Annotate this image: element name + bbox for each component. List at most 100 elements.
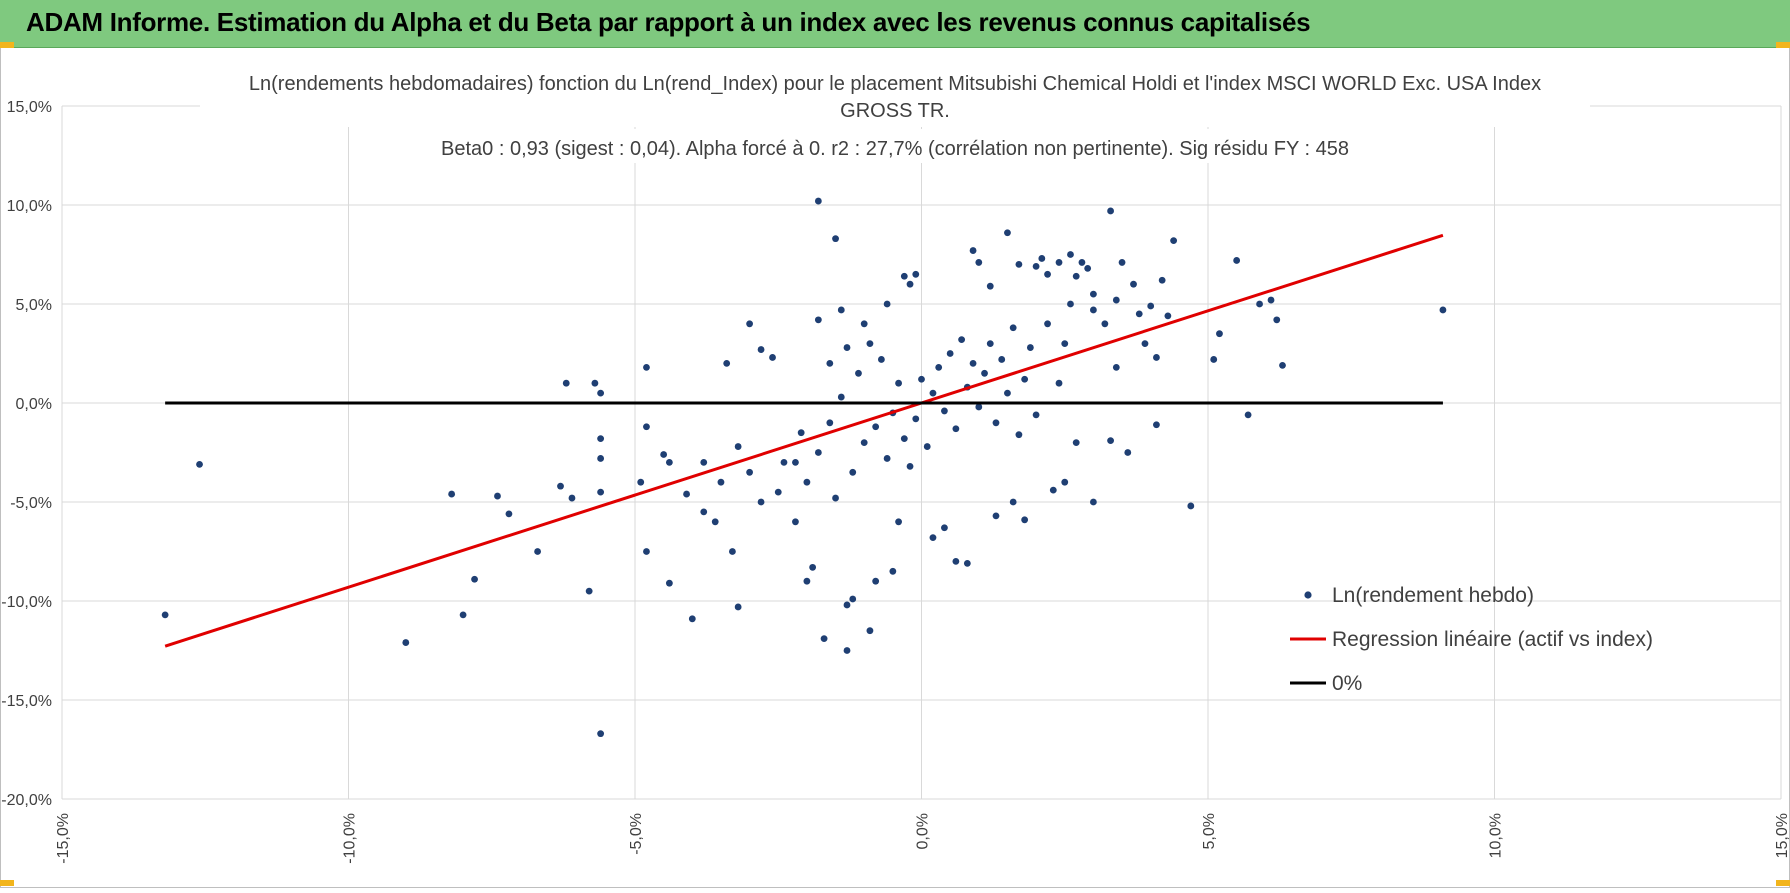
scatter-point <box>809 563 817 571</box>
corner-marker-top-left <box>0 42 14 48</box>
scatter-point <box>734 603 742 611</box>
scatter-point <box>837 393 845 401</box>
scatter-point <box>1090 306 1097 314</box>
corner-marker-top-right <box>1776 42 1790 48</box>
scatter-point <box>1067 300 1074 308</box>
scatter-point <box>1021 516 1029 524</box>
scatter-point <box>196 460 203 468</box>
scatter-point <box>711 518 719 526</box>
scatter-point <box>1044 320 1051 328</box>
regression-line <box>164 233 1444 648</box>
scatter-point <box>1026 344 1034 351</box>
scatter-point <box>992 419 1000 427</box>
scatter-point <box>1107 437 1114 445</box>
x-tick-label: 5,0% <box>1201 813 1218 849</box>
scatter-point <box>505 510 513 518</box>
scatter-point <box>746 468 753 476</box>
scatter-point <box>797 429 805 437</box>
scatter-point <box>1170 237 1178 245</box>
scatter-point <box>895 379 902 387</box>
scatter-point <box>906 280 914 288</box>
scatter-point <box>591 379 599 387</box>
scatter-point <box>568 494 576 502</box>
y-tick-label: 0,0% <box>16 396 52 413</box>
report-banner: ADAM Informe. Estimation du Alpha et du … <box>0 0 1790 48</box>
scatter-point <box>889 567 897 575</box>
scatter-point <box>826 360 834 367</box>
report-title: ADAM Informe. Estimation du Alpha et du … <box>26 7 1311 37</box>
scatter-point <box>1061 478 1069 486</box>
scatter-point <box>1112 363 1120 371</box>
scatter-point <box>1273 316 1281 324</box>
scatter-point <box>792 518 799 526</box>
scatter-point <box>1118 259 1126 266</box>
scatter-point <box>975 403 983 411</box>
chart-subtitle: Beta0 : 0,93 (sigest : 0,04). Alpha forc… <box>441 138 1349 160</box>
corner-marker-bottom-left <box>0 880 14 886</box>
scatter-point <box>729 548 736 555</box>
legend-marker-scatter <box>1304 591 1312 599</box>
scatter-point <box>734 443 742 450</box>
scatter-point <box>683 490 690 498</box>
scatter-point <box>597 730 605 738</box>
x-axis-ticks: -15,0% -10,0% -5,0% 0,0% 5,0% 10,0% 15,0% <box>55 813 1790 864</box>
scatter-point <box>1004 229 1011 237</box>
scatter-point <box>1009 498 1017 506</box>
scatter-point <box>1015 431 1023 439</box>
scatter-point <box>1210 356 1218 363</box>
scatter-point <box>780 459 788 466</box>
scatter-point <box>1021 375 1029 383</box>
scatter-point <box>1164 312 1172 320</box>
scatter-point <box>860 439 868 446</box>
scatter-point <box>597 455 605 462</box>
scatter-point <box>1084 264 1092 272</box>
scatter-point <box>1090 498 1097 506</box>
scatter-point <box>494 492 501 500</box>
scatter-point <box>757 498 765 506</box>
subtitle-background <box>400 129 1390 163</box>
scatter-point <box>900 272 908 280</box>
scatter-point <box>459 611 467 619</box>
scatter-point <box>769 354 776 361</box>
scatter-point <box>1187 502 1195 510</box>
scatter-point <box>1439 306 1447 314</box>
scatter-point <box>1153 354 1160 361</box>
scatter-point <box>986 282 994 290</box>
scatter-point <box>1055 259 1063 266</box>
legend-label: Ln(rendement hebdo) <box>1332 584 1534 607</box>
scatter-point <box>826 419 834 427</box>
scatter-point <box>883 455 891 462</box>
scatter-point <box>849 468 857 476</box>
scatter-point <box>860 320 868 328</box>
scatter-point <box>975 259 983 266</box>
series-layer <box>161 197 1447 738</box>
scatter-point <box>935 363 943 371</box>
scatter-point <box>969 247 977 254</box>
scatter-point <box>597 435 605 443</box>
x-tick-label: 0,0% <box>915 813 932 849</box>
scatter-point <box>1233 257 1241 264</box>
scatter-point <box>1090 290 1097 298</box>
scatter-point <box>1038 255 1046 262</box>
scatter-point <box>665 579 673 587</box>
scatter-point <box>1107 207 1114 215</box>
scatter-point <box>660 451 668 458</box>
scatter-point <box>952 425 960 433</box>
scatter-point <box>1216 330 1223 338</box>
scatter-point <box>1158 276 1166 284</box>
scatter-point <box>981 369 988 377</box>
scatter-point <box>534 548 541 555</box>
corner-marker-bottom-right <box>1776 880 1790 886</box>
scatter-point <box>597 488 605 496</box>
scatter-point <box>941 407 948 415</box>
scatter-point <box>1141 340 1149 347</box>
scatter-point <box>952 558 960 565</box>
scatter-point <box>1124 449 1132 456</box>
scatter-point <box>946 350 954 357</box>
scatter-point <box>992 512 1000 520</box>
scatter-point <box>1072 272 1080 280</box>
legend-label: 0% <box>1332 672 1362 695</box>
scatter-point <box>895 518 902 526</box>
scatter-point <box>1009 324 1017 332</box>
scatter-point <box>803 577 811 585</box>
